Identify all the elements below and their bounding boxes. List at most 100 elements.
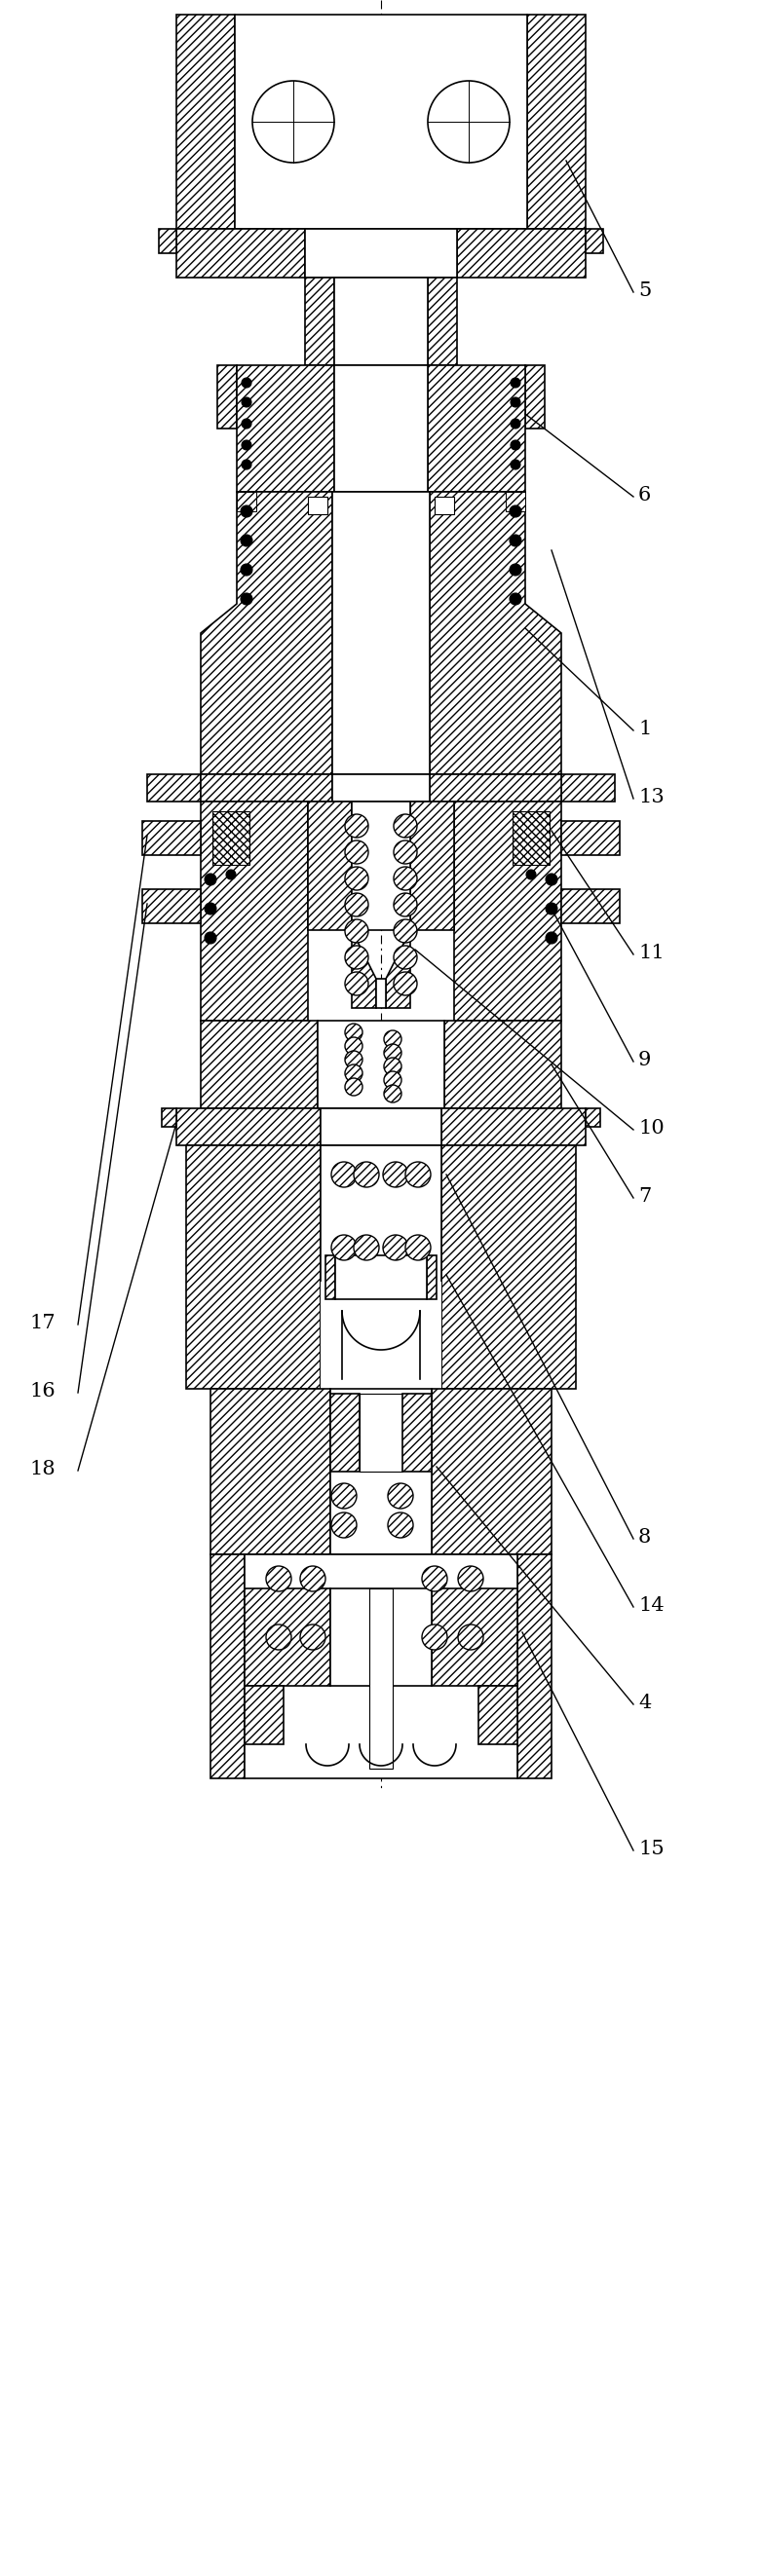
Bar (237, 492, 256, 510)
Bar (431, 1388, 552, 1553)
Bar (142, 822, 200, 855)
Bar (325, 1255, 335, 1298)
Bar (217, 366, 237, 428)
Circle shape (394, 866, 417, 891)
Bar (370, 1589, 392, 1770)
Circle shape (384, 1030, 402, 1048)
Bar (360, 1394, 402, 1471)
Circle shape (427, 80, 510, 162)
Circle shape (345, 1051, 363, 1069)
Circle shape (205, 902, 216, 914)
Bar (441, 1146, 576, 1388)
Circle shape (383, 1234, 408, 1260)
Text: 6: 6 (639, 484, 652, 505)
Circle shape (242, 397, 251, 407)
Circle shape (242, 379, 251, 386)
Bar (427, 278, 457, 366)
Circle shape (331, 1162, 357, 1188)
Circle shape (345, 894, 368, 917)
Bar (332, 492, 430, 775)
Bar (427, 366, 525, 492)
Circle shape (205, 933, 216, 943)
Polygon shape (430, 492, 562, 775)
Text: 5: 5 (639, 281, 652, 299)
Circle shape (394, 840, 417, 863)
Circle shape (266, 1566, 291, 1592)
Bar (430, 775, 562, 801)
Text: 4: 4 (639, 1692, 652, 1710)
Bar (331, 1388, 431, 1553)
Bar (308, 801, 352, 930)
Circle shape (422, 1566, 447, 1592)
Circle shape (405, 1234, 431, 1260)
Circle shape (546, 902, 557, 914)
Circle shape (242, 420, 251, 428)
Text: 16: 16 (29, 1381, 55, 1399)
Text: 9: 9 (639, 1051, 652, 1069)
Bar (213, 811, 249, 866)
Bar (427, 1255, 437, 1298)
Circle shape (511, 397, 520, 407)
Circle shape (511, 440, 520, 451)
Text: 13: 13 (639, 788, 664, 806)
Bar (332, 775, 430, 801)
Bar (305, 229, 457, 278)
Circle shape (300, 1625, 325, 1649)
Bar (321, 1283, 441, 1417)
Circle shape (510, 505, 521, 518)
Bar (321, 1108, 441, 1146)
Bar (586, 1108, 600, 1126)
Circle shape (345, 920, 368, 943)
Circle shape (384, 1059, 402, 1074)
Bar (176, 1108, 321, 1146)
Text: 7: 7 (639, 1188, 652, 1206)
Bar (479, 1685, 517, 1744)
Bar (335, 366, 427, 492)
Circle shape (384, 1084, 402, 1103)
Circle shape (345, 971, 368, 994)
Bar (454, 801, 562, 1020)
Circle shape (354, 1162, 379, 1188)
Bar (318, 1020, 444, 1108)
Circle shape (345, 1023, 363, 1041)
Bar (245, 1553, 517, 1777)
Circle shape (331, 1512, 357, 1538)
Circle shape (394, 945, 417, 969)
Bar (410, 801, 454, 930)
Bar (331, 1394, 360, 1471)
Circle shape (422, 1625, 447, 1649)
Circle shape (510, 564, 521, 574)
Circle shape (345, 840, 368, 863)
Bar (176, 15, 235, 229)
Polygon shape (386, 930, 410, 1007)
Circle shape (331, 1484, 357, 1510)
Text: 11: 11 (639, 943, 664, 961)
Bar (147, 775, 200, 801)
Bar (431, 1589, 517, 1685)
Bar (210, 1388, 331, 1553)
Bar (331, 1589, 431, 1685)
Bar (200, 801, 308, 1020)
Circle shape (383, 1162, 408, 1188)
Circle shape (300, 1566, 325, 1592)
Circle shape (405, 1162, 431, 1188)
Bar (586, 229, 604, 252)
Bar (444, 1020, 562, 1108)
Text: 8: 8 (639, 1528, 652, 1546)
Bar (434, 497, 454, 515)
Polygon shape (200, 492, 332, 775)
Bar (245, 1685, 283, 1744)
Text: 10: 10 (639, 1118, 664, 1136)
Circle shape (345, 1064, 363, 1082)
Circle shape (384, 1072, 402, 1090)
Bar (237, 366, 335, 492)
Circle shape (510, 592, 521, 605)
Bar (527, 15, 586, 229)
Bar (562, 775, 615, 801)
Bar (335, 278, 427, 366)
Circle shape (226, 871, 235, 878)
Circle shape (511, 379, 520, 386)
Circle shape (266, 1625, 291, 1649)
Bar (402, 1394, 431, 1471)
Bar (562, 822, 620, 855)
